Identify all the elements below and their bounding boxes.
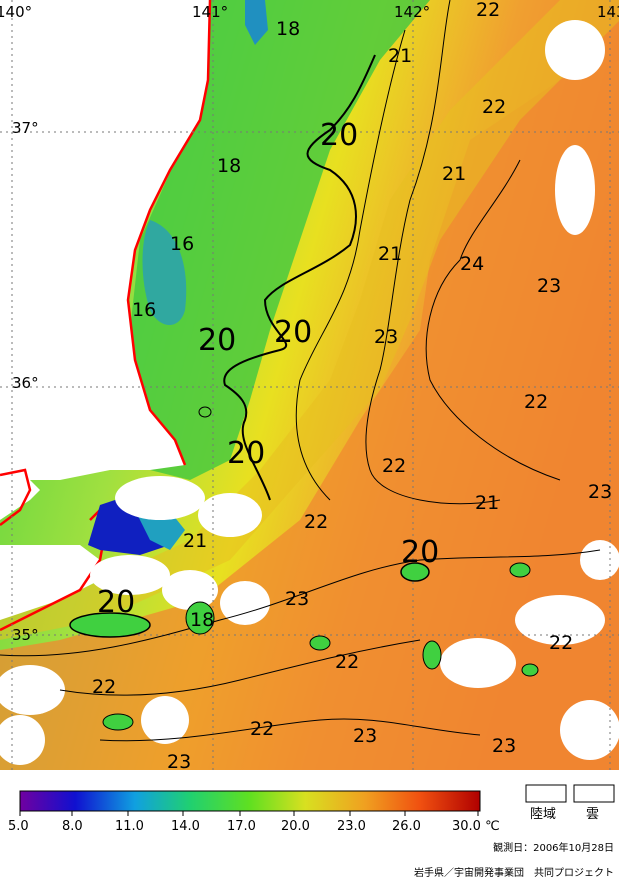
isotherm-label: 18 [276, 18, 300, 40]
cold-eddy [142, 220, 187, 325]
legend-tick-label: 26.0 [392, 819, 421, 834]
isotherm-label: 21 [442, 163, 466, 185]
isotherm-label: 20 [227, 436, 265, 471]
isotherm-label: 23 [492, 735, 516, 757]
isotherm-label: 22 [476, 0, 500, 21]
legend-ticks [19, 811, 479, 816]
isotherm-label: 23 [285, 588, 309, 610]
isotherm-label: 23 [167, 751, 191, 773]
isotherm-label: 20 [97, 585, 135, 620]
isotherm-label: 20 [274, 315, 312, 350]
legend-tick-labels: 5.0 8.0 11.0 14.0 17.0 20.0 23.0 26.0 30… [8, 819, 500, 834]
legend-tick-label: 17.0 [227, 819, 256, 834]
isotherm-label: 20 [320, 118, 358, 153]
cold-spot-north [245, 0, 268, 45]
lon-label-142: 142° [394, 3, 430, 21]
isotherm-south-b [99, 718, 481, 742]
isotherm-label: 20 [198, 323, 236, 358]
isotherm-label: 18 [190, 609, 214, 631]
isotherm-label: 22 [524, 391, 548, 413]
isotherm-20 [223, 54, 376, 501]
land-honshu [0, 0, 210, 480]
isotherm-label: 24 [460, 253, 484, 275]
cloud-patches [0, 20, 619, 765]
lon-label-141: 141° [192, 3, 228, 21]
legend-tick-label: 11.0 [115, 819, 144, 834]
cloud-key-label: 雲 [586, 807, 599, 822]
isotherm-label: 18 [217, 155, 241, 177]
legend-tick-label: 14.0 [171, 819, 200, 834]
isotherm-label: 22 [92, 676, 116, 698]
cool-coastal-water [130, 0, 430, 480]
legend-tick-label: 5.0 [8, 819, 29, 834]
isotherm-label: 22 [549, 632, 573, 654]
isotherm-label: 21 [475, 492, 499, 514]
isotherm-label: 20 [401, 535, 439, 570]
isotherm-south-23 [59, 639, 421, 696]
cloud-key-swatch [573, 784, 615, 803]
isotherm-22 [365, 0, 501, 505]
isotherm-23 [425, 159, 561, 481]
legend-bar [19, 790, 481, 812]
legend-tick-label: 20.0 [281, 819, 310, 834]
lat-label-36: 36° [12, 374, 39, 392]
isotherm-label: 22 [482, 96, 506, 118]
lon-label-143: 143 [597, 3, 619, 21]
coastline [126, 0, 212, 466]
legend-tick-label: 23.0 [337, 819, 366, 834]
land-key-label: 陸域 [530, 806, 556, 822]
isotherm-label: 22 [382, 455, 406, 477]
lon-label-140: 140° [0, 3, 32, 21]
legend-tick-label: 8.0 [62, 819, 83, 834]
land-key-swatch [525, 784, 567, 803]
isotherm-label: 16 [132, 299, 156, 321]
lat-label-37: 37° [12, 119, 39, 137]
isotherms [0, 0, 601, 742]
isotherm-label: 21 [378, 243, 402, 265]
isotherm-label: 22 [304, 511, 328, 533]
lat-label-35: 35° [12, 626, 39, 644]
coordinate-labels: 140° 141° 142° 143 37° 36° 35° [0, 3, 619, 644]
legend-tick-label: 30.0 ℃ [452, 819, 500, 834]
isotherm-label: 23 [588, 481, 612, 503]
isotherm-label: 23 [537, 275, 561, 297]
isotherm-south-22 [0, 549, 601, 657]
orange-band [0, 0, 619, 640]
isotherm-label: 23 [374, 326, 398, 348]
isotherm-21 [295, 29, 406, 501]
isotherm-label: 16 [170, 233, 194, 255]
observation-date: 観測日：2006年10月28日 [493, 841, 614, 854]
isotherm-label: 22 [335, 651, 359, 673]
isotherm-label: 21 [183, 530, 207, 552]
isotherm-label: 23 [353, 725, 377, 747]
isotherm-label: 21 [388, 45, 412, 67]
warm-region [0, 60, 619, 770]
land-boso [0, 470, 100, 620]
isotherm-label: 22 [250, 718, 274, 740]
credit-line: 岩手県／宇宙開発事業団 共同プロジェクト [414, 866, 614, 879]
isotherm-labels: 18 21 22 22 20 18 21 16 21 24 23 16 20 2… [92, 0, 612, 773]
